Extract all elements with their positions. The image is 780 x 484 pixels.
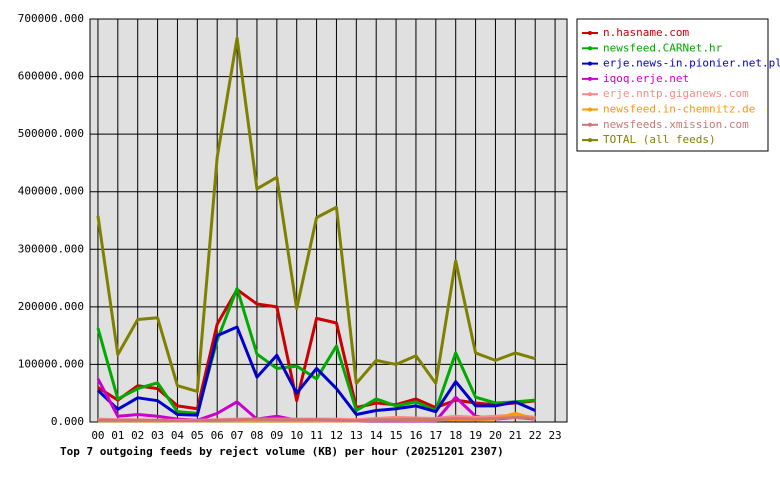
x-tick-label: 21 [509,429,522,442]
x-tick-label: 00 [91,429,104,442]
x-tick-label: 20 [489,429,502,442]
y-tick-label: 0.000 [51,415,84,428]
x-tick-label: 10 [290,429,303,442]
legend-marker [588,76,592,81]
x-tick-label: 09 [270,429,283,442]
y-tick-label: 200000.000 [18,300,84,313]
y-tick-label: 600000.000 [18,70,84,83]
x-tick-label: 19 [469,429,482,442]
legend-label: newsfeed.CARNet.hr [603,41,723,54]
legend-marker [588,107,592,112]
legend-label: erje.nntp.giganews.com [603,87,749,100]
x-tick-label: 16 [409,429,422,442]
legend-label: TOTAL (all feeds) [603,133,716,146]
x-tick-label: 23 [548,429,561,442]
legend [576,18,769,152]
y-tick-label: 500000.000 [18,127,84,140]
x-tick-label: 02 [131,429,144,442]
y-tick-label: 300000.000 [18,242,84,255]
chart-title: Top 7 outgoing feeds by reject volume (K… [60,445,504,458]
x-tick-label: 14 [370,429,384,442]
x-tick-label: 11 [310,429,323,442]
y-tick-label: 100000.000 [18,357,84,370]
legend-marker [588,122,592,127]
x-tick-label: 12 [330,429,343,442]
series-line [96,325,536,417]
legend-label: erje.news-in.pionier.net.pl [603,57,780,70]
x-tick-label: 05 [191,429,204,442]
y-tick-label: 400000.000 [18,185,84,198]
legend-marker [588,138,592,143]
legend-marker [588,61,592,66]
legend-label: iqoq.erje.net [603,72,689,85]
legend-marker [588,46,592,51]
series-line [96,36,536,393]
x-tick-label: 17 [429,429,442,442]
legend-label: n.hasname.com [603,26,689,39]
series-line [97,415,536,423]
x-tick-label: 03 [151,429,164,442]
x-tick-label: 15 [389,429,402,442]
legend-marker [588,31,592,35]
series-line [96,286,536,415]
x-tick-label: 18 [449,429,462,442]
legend-label: newsfeeds.xmission.com [603,118,749,131]
legend-label: newsfeed.in-chemnitz.de [603,103,755,116]
x-tick-label: 07 [230,429,243,442]
y-tick-label: 700000.000 [18,12,84,25]
x-tick-label: 06 [211,429,224,442]
x-tick-label: 22 [529,429,542,442]
x-tick-label: 13 [350,429,363,442]
x-tick-label: 01 [111,429,124,442]
legend-marker [588,92,592,97]
x-tick-label: 08 [250,429,263,442]
x-tick-label: 04 [171,429,185,442]
